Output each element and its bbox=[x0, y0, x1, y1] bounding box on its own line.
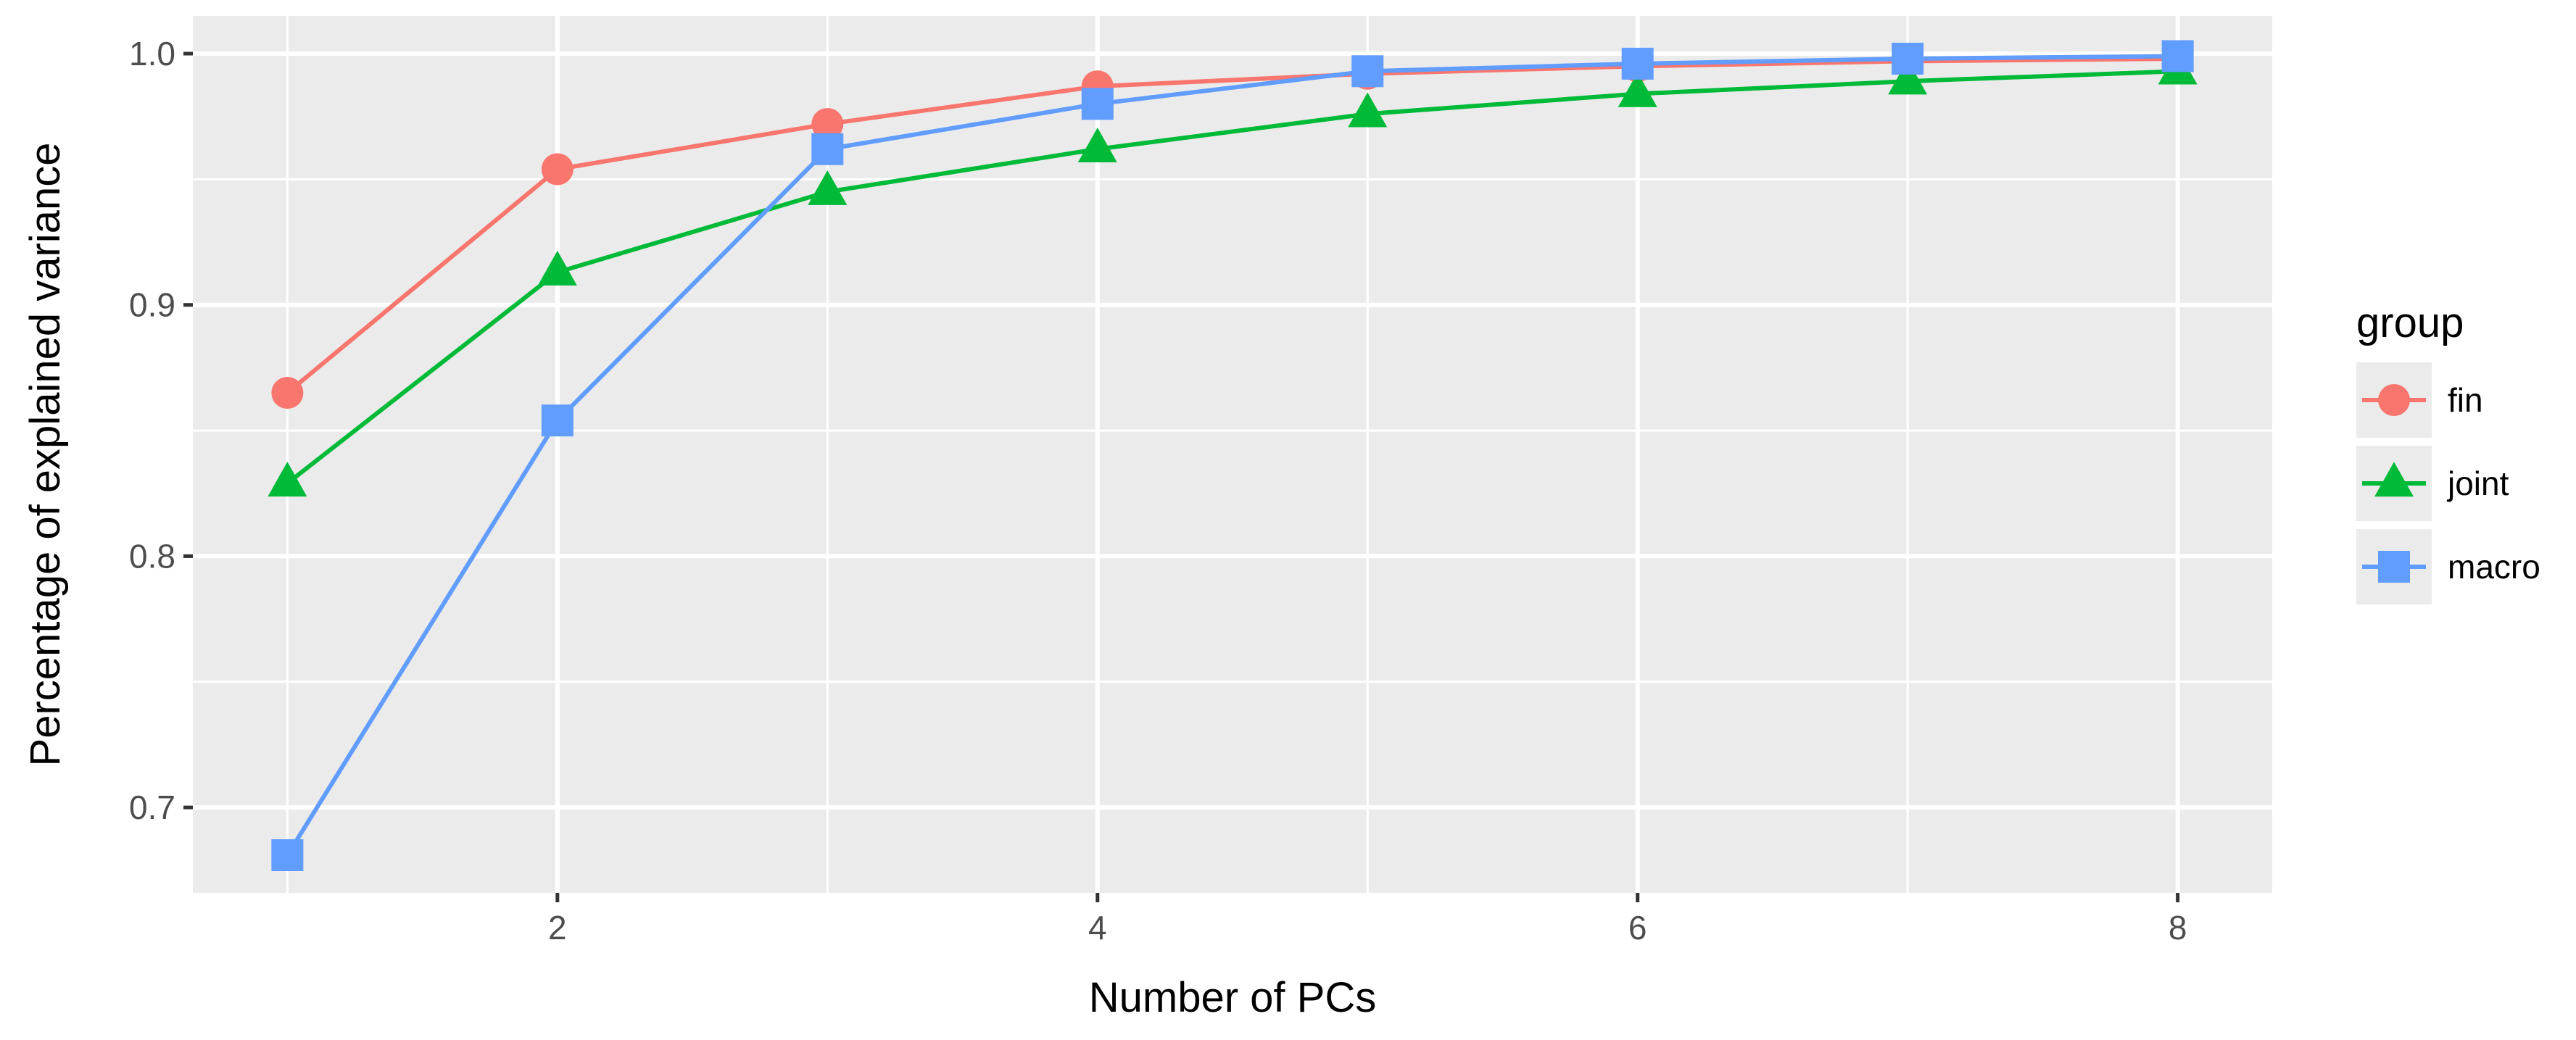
data-point-joint bbox=[1348, 92, 1388, 128]
data-point-macro bbox=[2161, 40, 2194, 72]
data-point-fin bbox=[541, 153, 573, 186]
data-point-fin bbox=[811, 108, 844, 141]
series-lines bbox=[285, 54, 2178, 857]
y-tick-label: 0.9 bbox=[129, 286, 175, 324]
data-point-joint bbox=[808, 170, 848, 205]
x-tick-label: 2 bbox=[548, 909, 567, 947]
y-axis-title: Percentage of explained variance bbox=[22, 143, 69, 767]
data-point-macro bbox=[271, 839, 304, 871]
data-point-macro bbox=[1351, 55, 1384, 88]
legend-item-joint: joint bbox=[2356, 446, 2509, 521]
data-point-macro bbox=[1892, 42, 1924, 75]
y-tick-label: 1.0 bbox=[129, 35, 175, 72]
grid-major bbox=[193, 16, 2272, 893]
legend-key-marker bbox=[2378, 551, 2410, 583]
data-point-macro bbox=[1081, 88, 1114, 120]
legend-title: group bbox=[2356, 299, 2464, 346]
legend: group fin joint macro bbox=[2356, 299, 2540, 604]
data-point-joint bbox=[1077, 127, 1117, 162]
legend-label: macro bbox=[2448, 548, 2540, 586]
legend-key-marker bbox=[2374, 462, 2414, 497]
y-tick-label: 0.8 bbox=[129, 537, 175, 575]
legend-items: fin joint macro bbox=[2356, 362, 2540, 604]
data-point-macro bbox=[811, 133, 844, 165]
plot-panel bbox=[193, 16, 2272, 893]
data-point-joint bbox=[268, 462, 307, 497]
data-point-macro bbox=[541, 404, 573, 437]
data-point-macro bbox=[1621, 47, 1654, 80]
x-axis-title: Number of PCs bbox=[1089, 974, 1376, 1021]
data-point-fin bbox=[271, 377, 304, 409]
legend-label: joint bbox=[2446, 465, 2509, 502]
legend-label: fin bbox=[2448, 381, 2483, 419]
series-line-fin bbox=[286, 56, 2178, 395]
data-point-joint bbox=[1618, 72, 1657, 107]
data-point-joint bbox=[537, 250, 577, 286]
legend-item-fin: fin bbox=[2356, 362, 2483, 438]
x-tick-label: 6 bbox=[1628, 909, 1647, 947]
data-point-joint bbox=[1888, 59, 1928, 95]
axis-tick-labels: 2 4 6 8 0.7 0.8 0.9 1.0 bbox=[129, 35, 2187, 947]
legend-key-marker bbox=[2378, 384, 2410, 416]
legend-item-macro: macro bbox=[2356, 529, 2540, 604]
x-tick-label: 4 bbox=[1088, 909, 1107, 947]
series-line-joint bbox=[286, 69, 2178, 486]
y-tick-label: 0.7 bbox=[129, 789, 175, 826]
axis-ticks bbox=[183, 51, 2180, 902]
series-markers bbox=[268, 40, 2198, 871]
series-line-macro bbox=[285, 54, 2178, 857]
x-tick-label: 8 bbox=[2169, 909, 2187, 947]
